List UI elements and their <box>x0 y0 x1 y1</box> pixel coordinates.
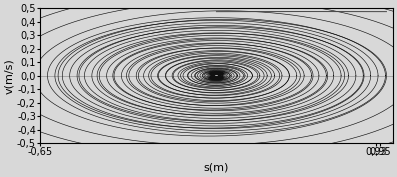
X-axis label: s(m): s(m) <box>204 163 229 173</box>
Y-axis label: v(m/s): v(m/s) <box>4 58 14 93</box>
